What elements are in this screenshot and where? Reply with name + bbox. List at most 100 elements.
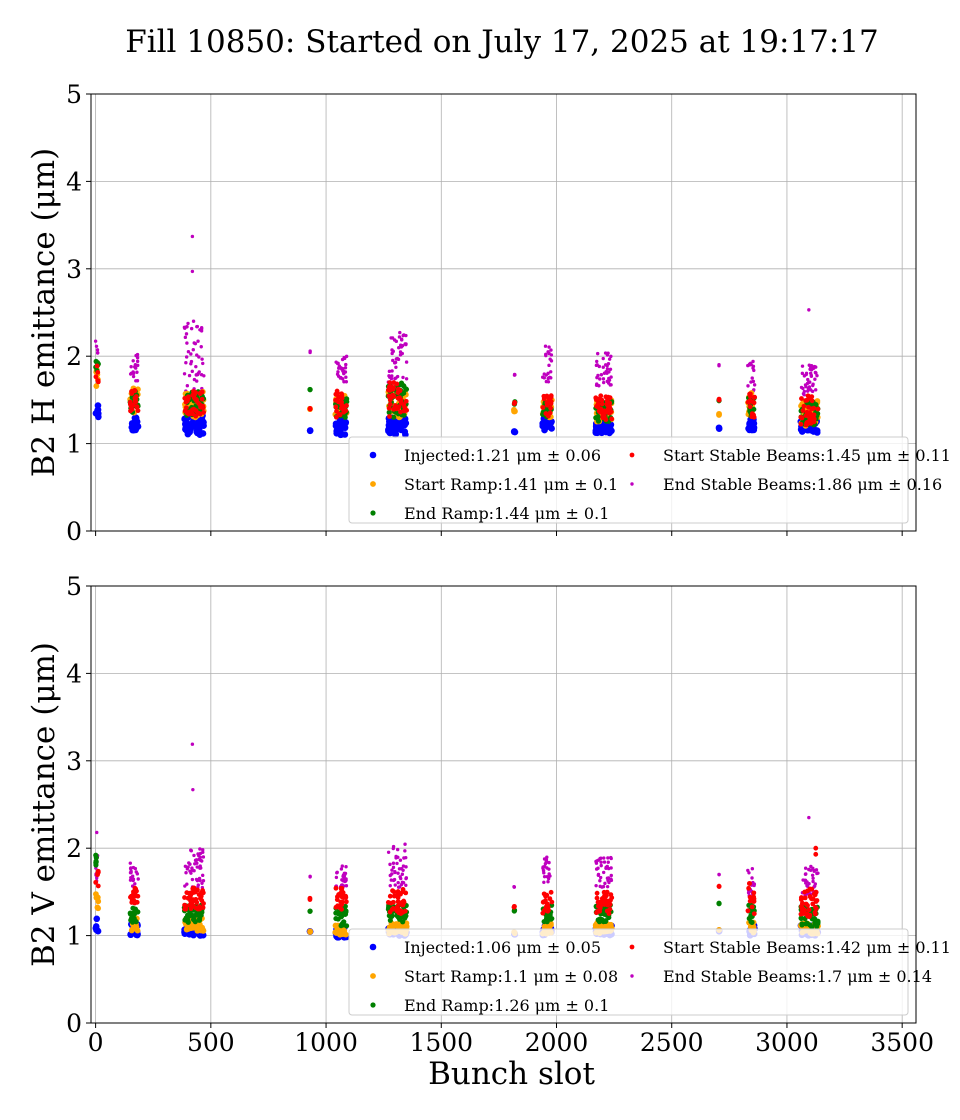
data-point [813,884,817,888]
data-point [135,370,139,374]
data-point [404,360,409,364]
data-point [598,377,602,381]
data-point [184,428,191,435]
axis-ticks: 0 1 2 3 4 5 0 500 1000 1500 2000 2500 3000 3500 [66,572,934,1057]
data-point [93,862,99,868]
data-point [93,383,100,389]
data-point [392,338,397,342]
data-point [546,371,550,376]
data-point [195,324,199,329]
data-point [549,370,553,374]
data-point [200,859,204,863]
data-point [814,371,818,375]
legend-marker [369,451,377,459]
data-point [391,358,395,363]
data-point [386,429,394,437]
series-start-stable [93,845,820,920]
data-point [603,394,609,400]
data-point [751,364,756,368]
legend: Injected:1.21 μm ± 0.06 Start Ramp:1.41 μ… [348,436,951,524]
data-point [402,431,409,438]
data-point [751,359,755,364]
data-point [716,410,722,417]
data-point [815,406,821,412]
data-point [545,902,550,908]
data-point [401,881,406,885]
x-axis-label: Bunch slot [428,1056,595,1092]
data-point [196,339,200,343]
data-point [396,871,400,875]
data-point [129,869,133,874]
data-point [598,879,602,883]
data-point [333,404,339,410]
data-point [390,868,394,872]
data-point [186,349,191,354]
legend-box [348,436,909,524]
data-point [397,388,403,394]
data-point [200,881,204,885]
data-point [746,426,753,434]
data-point [343,923,350,929]
data-point [403,398,409,404]
data-point [799,396,804,401]
data-point [308,350,312,355]
data-point [798,915,804,921]
data-point [398,858,403,862]
data-point [344,864,348,869]
y-axis-label: B2 H emittance (μm) [26,148,62,478]
data-point [609,354,613,359]
data-point [809,368,814,372]
data-point [185,384,190,388]
data-point [403,849,407,853]
data-point [599,401,605,407]
data-point [184,355,189,359]
data-point [809,398,815,404]
data-point [334,894,340,900]
legend-marker [629,944,635,950]
data-point [548,405,554,411]
x-tick-label: 2500 [640,1028,704,1057]
data-point [397,421,405,429]
data-point [546,376,550,381]
data-point [343,899,349,905]
panel-vertical-emittance: 0 1 2 3 4 5 0 500 1000 1500 2000 2500 3000 3500 B2 V e… [26,572,951,1092]
data-point [386,405,392,411]
data-point [397,346,401,350]
data-point [198,893,204,899]
data-point [747,881,752,886]
data-point [813,401,819,408]
data-point [390,369,394,373]
data-point [807,380,811,385]
x-tick-label: 3500 [870,1028,934,1057]
data-point [135,872,140,876]
legend-marker [370,481,376,487]
data-point [803,878,807,883]
data-point [129,406,135,412]
data-point [194,877,199,882]
legend-entry-label: Start Ramp:1.1 μm ± 0.08 [404,967,618,986]
data-point [549,359,554,363]
data-point [403,342,407,346]
data-point [396,880,400,885]
data-point [812,869,816,873]
data-point [604,889,610,895]
data-point [750,867,755,871]
data-point [197,370,201,374]
data-point [395,906,401,912]
data-point [190,742,195,746]
data-point [605,367,610,371]
y-tick-label: 3 [66,255,82,284]
data-point [132,900,138,906]
data-point [341,895,347,901]
data-point [188,862,192,866]
data-point [342,909,348,916]
data-point [745,908,751,914]
x-tick-label: 2000 [525,1028,589,1057]
legend-entry-label: Start Stable Beams:1.42 μm ± 0.11 [663,938,951,957]
data-point [398,350,403,354]
data-point [601,380,606,385]
data-point [93,339,98,343]
data-point [127,910,133,916]
data-point [193,858,198,863]
data-point [751,406,757,412]
